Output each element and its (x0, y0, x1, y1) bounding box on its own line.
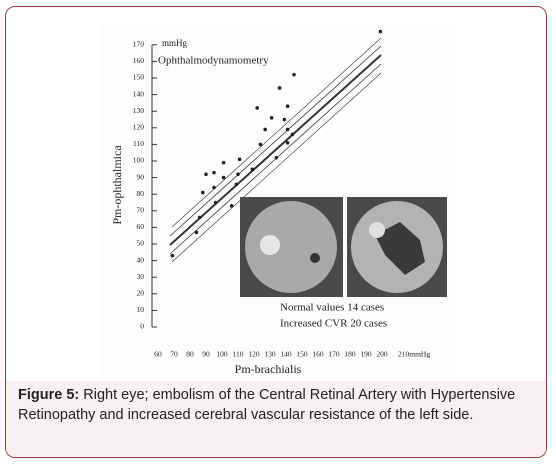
optic-disc (369, 222, 385, 238)
optic-disc (260, 235, 280, 255)
y-tick-label: 150 (133, 73, 145, 82)
caption-label: Figure 5: (18, 387, 80, 403)
regression-band (169, 37, 382, 263)
y-axis-label: Pm-ophthalmica (110, 145, 124, 225)
data-point (378, 29, 383, 34)
y-tick-label: 40 (137, 255, 145, 264)
data-point (285, 140, 290, 145)
x-tick-label: 210mmHg (398, 350, 430, 359)
y-tick-label: 70 (137, 206, 145, 215)
data-point (282, 117, 287, 122)
y-unit: mmHg (162, 38, 188, 48)
data-point (277, 86, 282, 90)
data-point (194, 230, 199, 235)
data-point (290, 132, 295, 137)
x-tick-label: 180 (344, 350, 356, 359)
y-tick-label: 90 (137, 172, 145, 181)
data-point (212, 170, 216, 175)
band-line (171, 72, 382, 263)
data-point (237, 157, 242, 162)
y-tick-label: 160 (133, 56, 145, 65)
macula (310, 253, 320, 263)
caption-text: Right eye; embolism of the Central Retin… (18, 387, 516, 423)
y-tick-label: 60 (137, 222, 145, 231)
x-tick-label: 100 (216, 350, 228, 359)
y-tick-label: 120 (133, 123, 145, 132)
retina-photo (347, 197, 447, 297)
data-point (170, 253, 175, 258)
y-tick-label: 80 (137, 189, 145, 198)
caption: Figure 5: Right eye; embolism of the Cen… (6, 381, 546, 457)
x-tick-label: 160 (312, 350, 324, 359)
data-point (204, 172, 208, 177)
x-tick-label: 120 (248, 350, 260, 359)
x-axis-label: Pm-brachialis (235, 362, 302, 376)
fundus (245, 201, 337, 293)
y-tick-label: 130 (133, 106, 145, 115)
y-tick-label: 50 (137, 239, 145, 248)
x-tick-label: 60 (154, 350, 162, 359)
regression-line (169, 54, 382, 246)
data-point (292, 72, 296, 77)
data-point (263, 127, 268, 132)
y-tick-label: 170 (133, 40, 145, 49)
data-point (274, 155, 279, 160)
data-point (285, 104, 290, 109)
x-tick-label: 140 (280, 350, 292, 359)
data-point (221, 175, 226, 180)
x-tick-label: 190 (360, 350, 372, 359)
band-line (171, 37, 382, 228)
y-tick-label: 10 (137, 305, 145, 314)
x-tick-label: 200 (376, 350, 388, 359)
band-line (169, 45, 382, 237)
x-tick-label: 80 (186, 350, 194, 359)
x-tick-label: 90 (202, 350, 210, 359)
x-tick-label: 110 (233, 350, 244, 359)
y-tick-label: 140 (133, 89, 145, 98)
y-tick-label: 0 (140, 322, 144, 331)
legend-entry: Normal values 14 cases (280, 302, 384, 314)
retina-photo (240, 197, 343, 297)
data-point (255, 106, 259, 110)
x-tick-label: 130 (264, 350, 276, 359)
legend-entry: Increased CVR 20 cases (280, 318, 387, 330)
data-point (269, 116, 274, 120)
data-point (213, 200, 218, 205)
x-tick-label: 170 (328, 350, 340, 359)
data-point (197, 215, 202, 220)
data-point (250, 167, 255, 172)
data-point (285, 127, 290, 132)
data-point (236, 172, 240, 177)
y-tick-label: 20 (137, 289, 145, 298)
x-tick-label: 70 (170, 350, 178, 359)
lesion (375, 222, 425, 275)
data-point (221, 160, 226, 165)
data-point (212, 185, 216, 190)
data-point (201, 190, 205, 195)
y-tick-label: 30 (137, 272, 145, 281)
y-tick-label: 100 (133, 156, 145, 165)
chart-title: Ophthalmodynamometry (158, 55, 269, 67)
data-point (258, 142, 263, 147)
data-point (234, 182, 239, 187)
x-tick-label: 150 (296, 350, 308, 359)
data-point (229, 204, 234, 208)
y-tick-label: 110 (133, 139, 144, 148)
chart: mmHg Ophthalmodynamometry Pm-ophthalmica… (109, 29, 447, 376)
